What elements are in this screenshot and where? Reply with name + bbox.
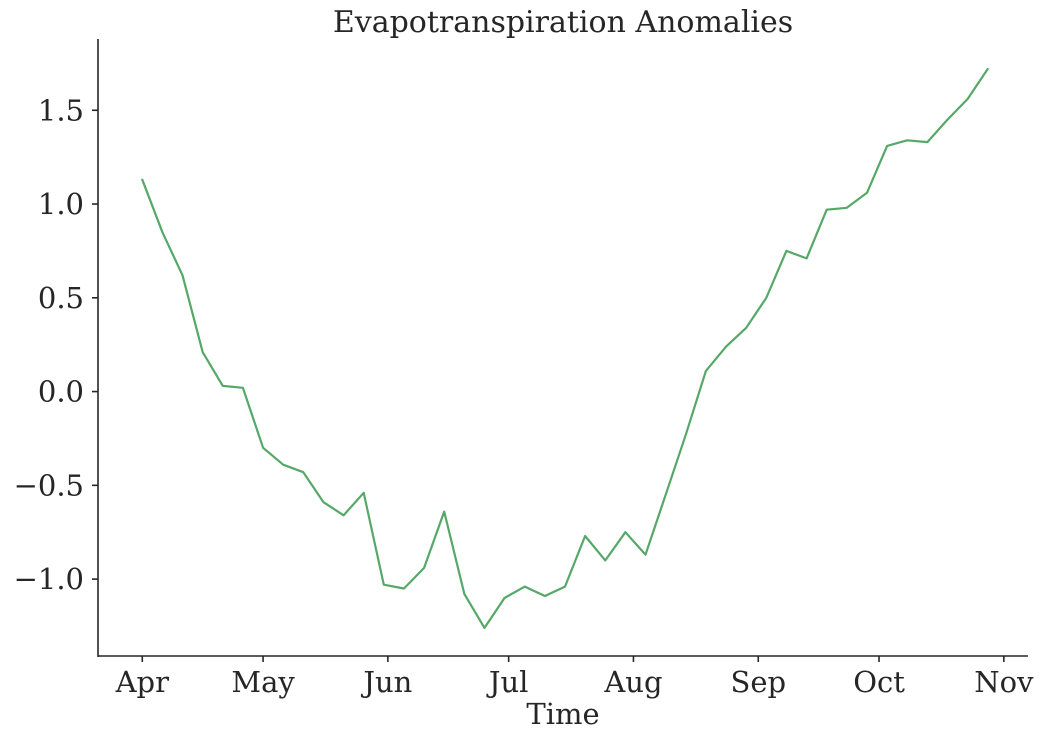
y-tick-label: −1.0: [14, 562, 84, 596]
x-tick-label: Oct: [853, 665, 905, 699]
y-tick-label: 0.5: [38, 281, 84, 315]
y-tick-label: −0.5: [14, 468, 84, 502]
x-tick-label: Apr: [115, 665, 170, 699]
plot-area: [141, 67, 989, 630]
x-tick-label: Nov: [974, 665, 1034, 699]
y-tick-label: 1.0: [38, 187, 84, 221]
x-tick-label: Aug: [603, 665, 662, 699]
x-axis: Apr May Jun Jul Aug Sep Oct Nov: [115, 656, 1034, 699]
chart-title: Evapotranspiration Anomalies: [333, 5, 793, 40]
x-tick-label: Sep: [730, 665, 786, 699]
y-axis: 1.5 1.0 0.5 0.0 −0.5 −1.0: [14, 93, 98, 596]
y-tick-label: 1.5: [38, 93, 84, 127]
x-tick-label: May: [231, 665, 295, 699]
x-axis-label: Time: [526, 697, 599, 731]
x-tick-label: Jun: [360, 665, 412, 699]
y-tick-label: 0.0: [38, 375, 84, 409]
x-tick-label: Jul: [486, 665, 529, 699]
series-line: [141, 67, 989, 630]
